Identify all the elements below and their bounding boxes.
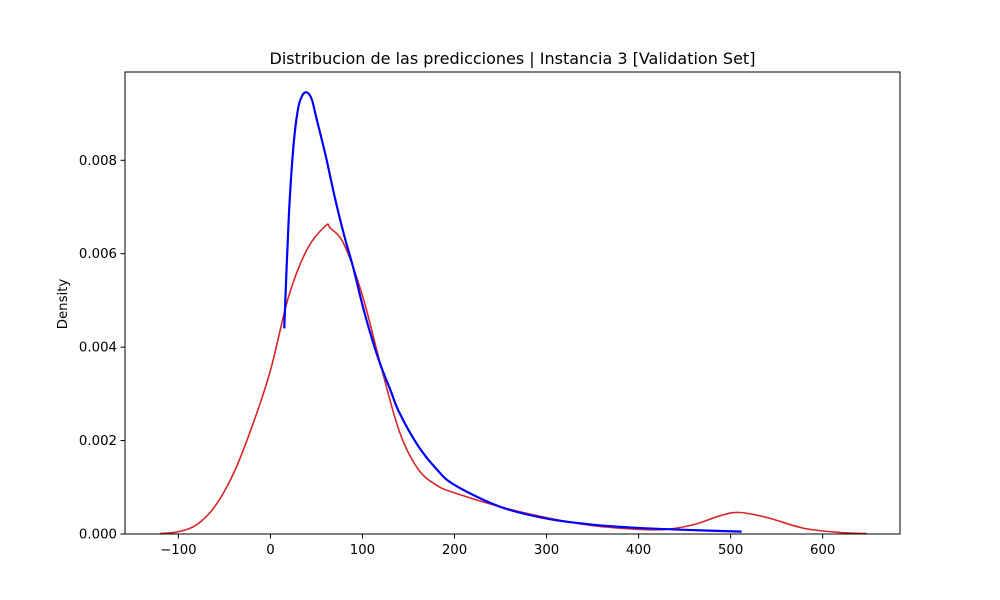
series-layer [159, 91, 867, 535]
x-tick-label: 500 [718, 543, 743, 558]
y-axis: 0.000 0.002 0.004 0.006 0.008 [79, 154, 125, 543]
x-tick-label: 400 [626, 543, 651, 558]
series-line-2 [283, 91, 742, 533]
y-tick-label: 0.000 [79, 528, 117, 543]
y-tick-label: 0.002 [79, 434, 117, 449]
y-tick-label: 0.008 [79, 154, 117, 169]
chart-title: Distribucion de las predicciones | Insta… [270, 49, 756, 68]
plot-frame [124, 71, 901, 535]
x-tick-label: 600 [810, 543, 835, 558]
x-tick-label: 100 [350, 543, 375, 558]
series-line-1 [159, 223, 867, 535]
x-axis: −100 0 100 200 300 400 500 600 [160, 534, 835, 558]
y-tick-label: 0.006 [79, 247, 117, 262]
x-tick-label: −100 [160, 543, 197, 558]
y-tick-label: 0.004 [79, 341, 117, 356]
y-axis-label: Density [56, 279, 71, 330]
x-tick-label: 200 [442, 543, 467, 558]
x-tick-label: 300 [534, 543, 559, 558]
x-tick-label: 0 [266, 543, 274, 558]
